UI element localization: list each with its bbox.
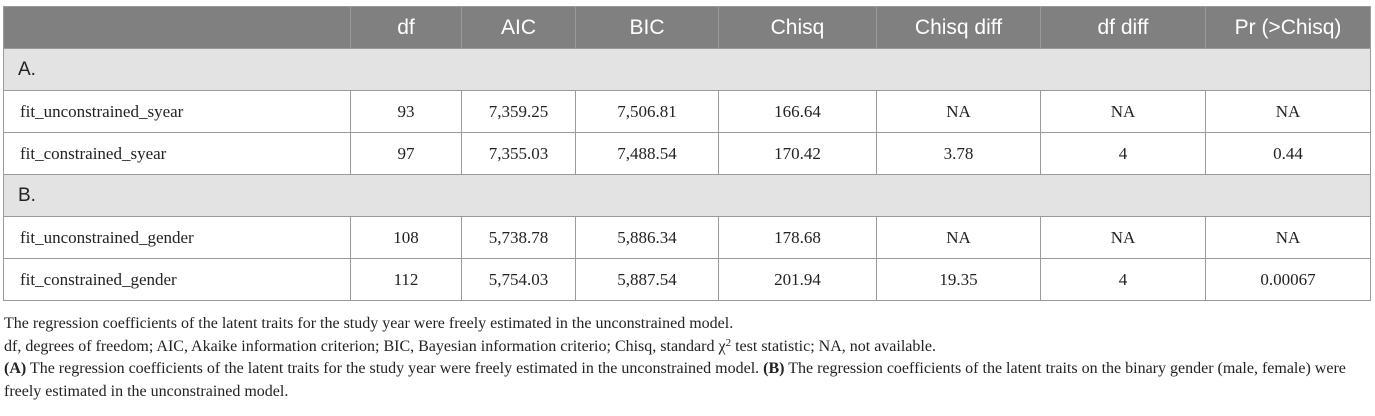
section-label: B. <box>3 174 1371 217</box>
section-row-a: A. <box>3 48 1371 91</box>
results-table-container: df AIC BIC Chisq Chisq diff df diff Pr (… <box>3 6 1371 301</box>
abbrev-text-end: test statistic; NA, not available. <box>731 337 936 355</box>
df-diff-cell: 4 <box>1040 258 1206 301</box>
pr-chisq-cell: NA <box>1205 216 1371 259</box>
chisq-cell: 170.42 <box>718 132 877 175</box>
header-chisq-diff: Chisq diff <box>876 6 1041 49</box>
chi-symbol: χ <box>718 337 726 355</box>
df-cell: 112 <box>350 258 462 301</box>
df-cell: 97 <box>350 132 462 175</box>
aic-cell: 7,359.25 <box>461 90 576 133</box>
bic-cell: 7,488.54 <box>575 132 719 175</box>
model-name-cell: fit_constrained_gender <box>3 258 351 301</box>
df-cell: 108 <box>350 216 462 259</box>
header-model <box>3 6 351 49</box>
aic-cell: 7,355.03 <box>461 132 576 175</box>
chisq-diff-cell: NA <box>876 216 1041 259</box>
footnote-a-tag: (A) <box>4 360 27 377</box>
table-footnotes: The regression coefficients of the laten… <box>4 313 1370 403</box>
table-row: fit_constrained_gender 112 5,754.03 5,88… <box>3 258 1371 301</box>
table-row: fit_unconstrained_gender 108 5,738.78 5,… <box>3 216 1371 259</box>
pr-chisq-cell: 0.44 <box>1205 132 1371 175</box>
bic-cell: 5,887.54 <box>575 258 719 301</box>
model-name-cell: fit_unconstrained_gender <box>3 216 351 259</box>
footnote-b-tag: (B) <box>763 360 785 377</box>
pr-chisq-cell: NA <box>1205 90 1371 133</box>
bic-cell: 7,506.81 <box>575 90 719 133</box>
aic-cell: 5,754.03 <box>461 258 576 301</box>
chisq-cell: 166.64 <box>718 90 877 133</box>
aic-cell: 5,738.78 <box>461 216 576 259</box>
df-diff-cell: NA <box>1040 90 1206 133</box>
footnote-sections: (A) The regression coefficients of the l… <box>4 358 1370 403</box>
header-chisq: Chisq <box>718 6 877 49</box>
table-row: fit_constrained_syear 97 7,355.03 7,488.… <box>3 132 1371 175</box>
df-diff-cell: 4 <box>1040 132 1206 175</box>
abbrev-text-start: df, degrees of freedom; AIC, Akaike info… <box>4 337 719 355</box>
header-row: df AIC BIC Chisq Chisq diff df diff Pr (… <box>3 6 1371 49</box>
header-df-diff: df diff <box>1040 6 1206 49</box>
model-name-cell: fit_unconstrained_syear <box>3 90 351 133</box>
header-df: df <box>350 6 462 49</box>
section-row-b: B. <box>3 174 1371 217</box>
df-diff-cell: NA <box>1040 216 1206 259</box>
pr-chisq-cell: 0.00067 <box>1205 258 1371 301</box>
chisq-diff-cell: NA <box>876 90 1041 133</box>
table-body: A. fit_unconstrained_syear 93 7,359.25 7… <box>3 48 1371 301</box>
chisq-cell: 201.94 <box>718 258 877 301</box>
df-cell: 93 <box>350 90 462 133</box>
model-name-cell: fit_constrained_syear <box>3 132 351 175</box>
footnote-general: The regression coefficients of the laten… <box>4 315 734 332</box>
chisq-diff-cell: 3.78 <box>876 132 1041 175</box>
footnote-b-text: The regression coefficients of the laten… <box>4 360 1346 400</box>
chi-superscript: 2 <box>725 336 732 349</box>
table-row: fit_unconstrained_syear 93 7,359.25 7,50… <box>3 90 1371 133</box>
header-bic: BIC <box>575 6 719 49</box>
footnote-a-text: The regression coefficients of the laten… <box>26 360 764 377</box>
header-aic: AIC <box>461 6 576 49</box>
footnote-abbreviations: df, degrees of freedom; AIC, Akaike info… <box>4 336 1370 359</box>
model-fit-table: df AIC BIC Chisq Chisq diff df diff Pr (… <box>3 6 1371 301</box>
header-pr-chisq: Pr (>Chisq) <box>1205 6 1371 49</box>
table-header: df AIC BIC Chisq Chisq diff df diff Pr (… <box>3 6 1371 49</box>
chisq-cell: 178.68 <box>718 216 877 259</box>
bic-cell: 5,886.34 <box>575 216 719 259</box>
chisq-diff-cell: 19.35 <box>876 258 1041 301</box>
section-label: A. <box>3 48 1371 91</box>
